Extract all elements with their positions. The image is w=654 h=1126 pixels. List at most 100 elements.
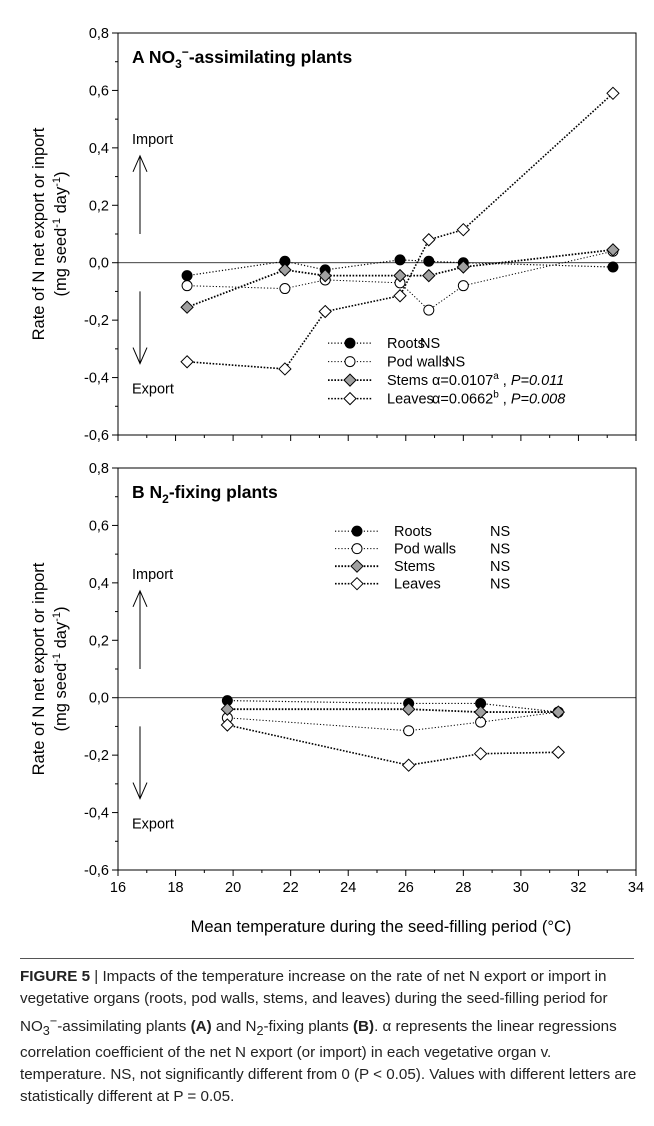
down-arrow-icon <box>132 347 148 365</box>
caption-divider <box>20 958 634 959</box>
series-line-pod-walls <box>227 711 559 732</box>
export-label: Export <box>132 382 174 398</box>
import-label: Import <box>132 567 173 583</box>
legend-label-stems: Stems <box>387 373 428 389</box>
x-tick-label: 34 <box>628 880 644 896</box>
panel-a: 0,8 0,6 0,4 0,2 0,0 -0,2 -0,4 -0,6 Rate of N net… <box>30 26 637 444</box>
x-tick-label: 28 <box>455 880 471 896</box>
legend-p-value: P=0.008 <box>511 392 565 408</box>
legend-stat-roots: NS <box>420 336 440 352</box>
point-stems <box>473 705 488 719</box>
point-stems <box>220 702 235 716</box>
point-leaves <box>220 718 235 732</box>
point-stems <box>551 705 566 719</box>
point-leaves <box>456 222 471 237</box>
figure-caption: FIGURE 5 | Impacts of the temperature in… <box>20 966 638 1108</box>
caption-ref-b: (B) <box>352 1018 375 1036</box>
legend-stat-pod-walls: NS <box>445 355 465 371</box>
legend-separator: , <box>499 373 511 389</box>
import-label: Import <box>132 132 173 148</box>
panel-title-text: -fixing plants <box>169 482 278 502</box>
legend-label-leaves: Leaves <box>387 392 434 408</box>
caption-sub-2: 2 <box>256 1024 264 1039</box>
caption-text-4: -fixing plants <box>263 1018 353 1036</box>
legend-stat-stems: NS <box>490 559 510 575</box>
panel-title-sup: − <box>182 45 189 59</box>
point-leaves <box>318 304 332 319</box>
x-axis-label: Mean temperature during the seed-filling… <box>191 918 572 936</box>
y-tick-label: -0,4 <box>84 371 109 387</box>
legend-alpha-letter: a <box>493 371 499 382</box>
point-leaves <box>473 746 488 761</box>
legend-label-stems: Stems <box>394 559 435 575</box>
legend-marker-roots <box>344 337 356 349</box>
point-stems <box>180 300 194 314</box>
legend-marker-stems <box>350 559 364 573</box>
point-leaves <box>606 86 620 101</box>
y-axis-units-sup: -1 <box>51 218 63 228</box>
y-axis-units-sup: -1 <box>51 653 63 663</box>
series-stems <box>180 243 620 314</box>
caption-text-3: and N <box>211 1018 257 1036</box>
point-pod-walls <box>279 283 291 295</box>
series-leaves <box>180 86 620 376</box>
caption-text-1: Impacts of the temperature increase on t… <box>20 968 608 1036</box>
caption-sup-1: − <box>49 1014 58 1028</box>
up-arrow-icon <box>132 154 148 173</box>
panel-title: A NO3−-assimilating plants <box>132 45 352 71</box>
y-tick-label: 0,6 <box>89 518 109 534</box>
point-roots <box>607 261 619 273</box>
point-leaves <box>180 355 194 369</box>
point-leaves <box>401 758 416 772</box>
panel-title-text: -assimilating plants <box>189 47 353 67</box>
up-arrow-icon <box>132 589 148 608</box>
caption-ref-a: (A) <box>190 1018 212 1036</box>
y-tick-label: 0,0 <box>89 256 109 272</box>
y-axis-label-line1: Rate of N net export or inport <box>30 127 48 340</box>
caption-separator: | <box>90 968 103 985</box>
legend-marker-stems <box>343 373 357 387</box>
series-roots <box>221 695 564 718</box>
series-line-leaves <box>187 92 614 370</box>
caption-label: FIGURE 5 <box>20 968 91 985</box>
point-pod-walls <box>403 725 415 737</box>
y-axis-units-text: day <box>52 186 70 218</box>
figure-5-chart: 0,8 0,6 0,4 0,2 0,0 -0,2 -0,4 -0,6 Rate of N net… <box>30 26 644 936</box>
panel-b: 0,8 0,6 0,4 0,2 0,0 -0,2 -0,4 -0,616 18 20 22 24 26 2… <box>30 461 644 936</box>
series-line-stems <box>227 708 559 713</box>
point-stems <box>401 702 416 716</box>
x-tick-label: 24 <box>340 880 356 896</box>
series-line-leaves <box>227 724 559 767</box>
caption-text-2: -assimilating plants <box>57 1018 191 1036</box>
legend-label-roots: Roots <box>394 524 432 540</box>
legend-stat-stems: α=0.0107a , P=0.011 <box>432 371 564 389</box>
legend-stat-pod-walls: NS <box>490 542 510 558</box>
y-axis-units-text: (mg seed <box>52 228 70 297</box>
y-axis-label: Rate of N net export or inport <box>30 127 48 340</box>
y-axis-label-units: (mg seed-1 day-1) <box>51 606 70 731</box>
legend-alpha-letter: b <box>493 390 499 401</box>
y-tick-label: -0,6 <box>84 428 109 444</box>
point-pod-walls <box>423 304 435 316</box>
panel-title-sub: 2 <box>162 492 169 506</box>
point-stems <box>606 243 620 257</box>
legend-stat-leaves: NS <box>490 577 510 593</box>
y-tick-label: 0,8 <box>89 26 109 42</box>
panel-title-text: NO <box>149 47 175 67</box>
point-pod-walls <box>457 280 469 292</box>
panel-letter: A <box>132 47 149 67</box>
point-pod-walls <box>181 280 193 292</box>
y-tick-label: 0,6 <box>89 83 109 99</box>
y-tick-label: 0,2 <box>89 198 109 214</box>
down-arrow-icon <box>132 782 148 800</box>
y-tick-label: 0,2 <box>89 633 109 649</box>
x-tick-label: 16 <box>110 880 126 896</box>
y-axis-units-sup: -1 <box>51 612 63 622</box>
legend-label-pod-walls: Pod walls <box>387 355 449 371</box>
point-roots <box>181 270 193 282</box>
legend-label-leaves: Leaves <box>394 577 441 593</box>
legend-marker-roots <box>351 525 363 537</box>
panel-title: B N2-fixing plants <box>132 482 278 506</box>
x-tick-label: 26 <box>398 880 414 896</box>
legend-alpha: α=0.0662 <box>432 392 493 408</box>
